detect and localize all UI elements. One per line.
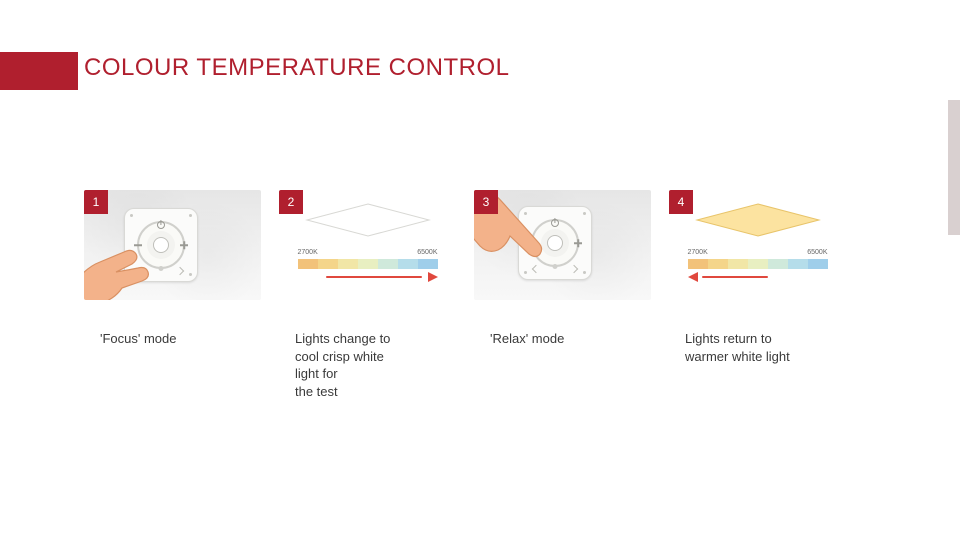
step-badge: 2 bbox=[279, 190, 303, 214]
step-3: 3 'Relax' mode bbox=[474, 190, 651, 400]
kelvin-swatches bbox=[688, 259, 828, 269]
steps-row: 1 'Focus' mode 2700K 6500K 2 bbox=[84, 190, 846, 400]
kelvin-low-label: 2700K bbox=[688, 249, 708, 256]
step-1-caption: 'Focus' mode bbox=[100, 330, 261, 348]
step-4-panel: 2700K 6500K 4 bbox=[669, 190, 846, 300]
kelvin-scale: 2700K 6500K bbox=[298, 249, 438, 282]
step-3-caption: 'Relax' mode bbox=[490, 330, 651, 348]
step-badge: 1 bbox=[84, 190, 108, 214]
step-3-panel: 3 bbox=[474, 190, 651, 300]
kelvin-high-label: 6500K bbox=[417, 249, 437, 256]
step-2: 2700K 6500K 2 Lights change to cool cris… bbox=[279, 190, 456, 400]
hand-icon bbox=[84, 212, 186, 300]
kelvin-arrow-right-icon bbox=[298, 272, 438, 282]
kelvin-swatches bbox=[298, 259, 438, 269]
light-tile-icon bbox=[693, 202, 823, 246]
light-tile-icon bbox=[303, 202, 433, 246]
accent-bar-left bbox=[0, 52, 78, 90]
step-1-panel: 1 bbox=[84, 190, 261, 300]
accent-bar-right bbox=[948, 100, 960, 235]
step-2-caption: Lights change to cool crisp white light … bbox=[295, 330, 456, 400]
step-4-caption: Lights return to warmer white light bbox=[685, 330, 846, 365]
kelvin-low-label: 2700K bbox=[298, 249, 318, 256]
step-badge: 4 bbox=[669, 190, 693, 214]
step-4: 2700K 6500K 4 Lights return to warmer wh… bbox=[669, 190, 846, 400]
kelvin-arrow-left-icon bbox=[688, 272, 828, 282]
step-1: 1 'Focus' mode bbox=[84, 190, 261, 400]
kelvin-scale: 2700K 6500K bbox=[688, 249, 828, 282]
step-badge: 3 bbox=[474, 190, 498, 214]
step-2-panel: 2700K 6500K 2 bbox=[279, 190, 456, 300]
page-title: COLOUR TEMPERATURE CONTROL bbox=[84, 54, 510, 82]
kelvin-high-label: 6500K bbox=[807, 249, 827, 256]
